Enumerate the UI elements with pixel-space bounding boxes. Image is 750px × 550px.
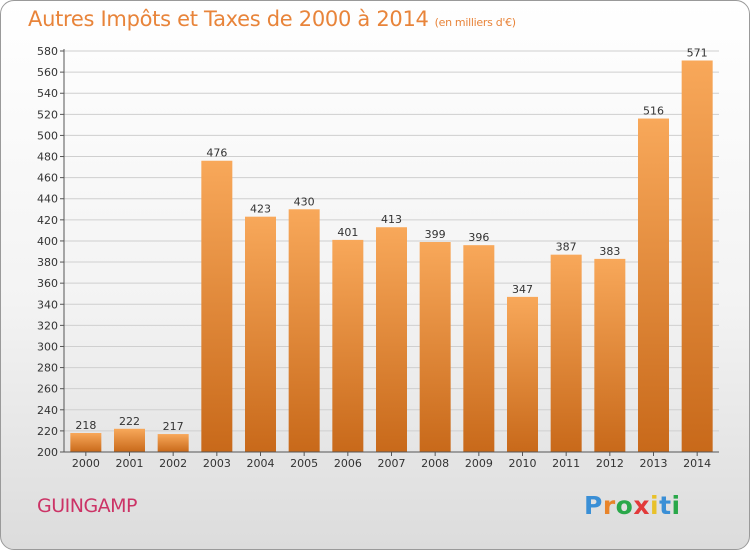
data-label: 217 (163, 420, 184, 433)
logo-letter: o (615, 491, 634, 520)
data-label: 347 (512, 283, 533, 296)
y-tick-label: 260 (37, 383, 58, 396)
x-tick-label: 2000 (72, 457, 100, 470)
logo-letter: x (633, 491, 650, 520)
bar (288, 209, 320, 452)
bar (463, 245, 495, 452)
bar (376, 227, 407, 452)
x-tick-label: 2002 (159, 457, 187, 470)
y-tick-label: 420 (37, 214, 58, 227)
bar (157, 434, 189, 452)
logo-letter: i (650, 491, 660, 520)
chart-title-text: Autres Impôts et Taxes de 2000 à 2014 (28, 7, 429, 31)
y-tick-label: 200 (37, 446, 58, 459)
data-label: 401 (337, 226, 358, 239)
x-tick-label: 2007 (378, 457, 406, 470)
x-tick-label: 2003 (203, 457, 231, 470)
logo-letter: t (659, 491, 672, 520)
y-tick-label: 400 (37, 235, 58, 248)
y-tick-label: 580 (37, 45, 58, 58)
y-tick-label: 320 (37, 319, 58, 332)
y-tick-label: 220 (37, 425, 58, 438)
commune-name: GUINGAMP (37, 495, 138, 517)
y-tick-label: 440 (37, 193, 58, 206)
x-tick-label: 2004 (247, 457, 275, 470)
x-tick-label: 2010 (509, 457, 537, 470)
x-tick-label: 2008 (421, 457, 449, 470)
bar (114, 428, 145, 452)
data-label: 222 (119, 415, 140, 428)
x-tick-label: 2006 (334, 457, 362, 470)
data-label: 476 (206, 147, 227, 160)
bar (550, 254, 582, 452)
data-label: 218 (75, 419, 96, 432)
y-tick-label: 380 (37, 256, 58, 269)
logo-letter: i (671, 491, 681, 520)
data-label: 396 (468, 231, 489, 244)
data-label: 423 (250, 203, 271, 216)
bar (507, 296, 538, 452)
y-tick-label: 280 (37, 362, 58, 375)
bar (201, 160, 233, 452)
y-tick-label: 520 (37, 108, 58, 121)
logo-letter: P (584, 491, 603, 520)
bar (245, 216, 276, 452)
proxiti-logo: Proxiti (584, 491, 681, 520)
data-label: 383 (599, 245, 620, 258)
bar (681, 60, 713, 452)
bar (638, 118, 669, 453)
x-tick-label: 2012 (596, 457, 624, 470)
bar (70, 433, 102, 452)
x-tick-label: 2013 (640, 457, 668, 470)
bar (332, 239, 364, 452)
data-label: 413 (381, 213, 402, 226)
y-tick-label: 540 (37, 87, 58, 100)
bar (419, 242, 451, 452)
y-tick-label: 460 (37, 172, 58, 185)
data-label: 387 (556, 241, 577, 254)
bars: 218 222 217 476 423 430 401 413 399 396 347 387 383 5… (70, 46, 713, 453)
x-tick-label: 2011 (552, 457, 580, 470)
chart-title-unit: (en milliers d'€) (434, 16, 516, 29)
y-tick-label: 560 (37, 66, 58, 79)
data-label: 571 (687, 46, 708, 59)
x-tick-label: 2009 (465, 457, 493, 470)
axes: 200 220 240 260 280 300 320 340 360 380 400 420 440 4… (37, 45, 719, 470)
x-tick-label: 2005 (290, 457, 318, 470)
y-tick-label: 480 (37, 151, 58, 164)
data-label: 516 (643, 105, 664, 118)
chart-title: Autres Impôts et Taxes de 2000 à 2014 (en… (28, 7, 516, 31)
y-tick-label: 240 (37, 404, 58, 417)
y-tick-label: 300 (37, 340, 58, 353)
bar (594, 258, 626, 452)
y-tick-label: 360 (37, 277, 58, 290)
logo-letter: r (602, 491, 616, 520)
x-tick-label: 2014 (683, 457, 711, 470)
y-tick-label: 340 (37, 298, 58, 311)
data-label: 399 (425, 228, 446, 241)
x-tick-label: 2001 (116, 457, 144, 470)
y-tick-label: 500 (37, 129, 58, 142)
data-label: 430 (294, 195, 315, 208)
